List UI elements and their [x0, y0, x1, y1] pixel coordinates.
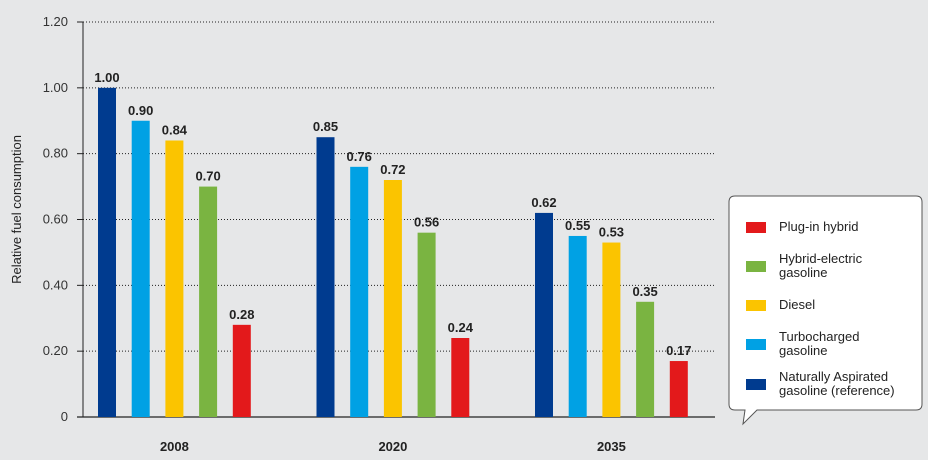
data-label: 0.72 [380, 162, 405, 177]
data-label: 0.84 [162, 123, 188, 138]
bar [232, 324, 251, 417]
bar [98, 87, 116, 417]
bar [451, 338, 470, 417]
y-tick-label: 0.20 [43, 343, 68, 358]
data-label: 0.56 [414, 215, 439, 230]
legend: Plug-in hybrid Hybrid-electric gasoline Die… [728, 195, 923, 426]
y-tick-labels: 0 0.20 0.40 0.60 0.80 1.00 1.20 [43, 14, 68, 424]
y-tick-label: 0 [61, 409, 68, 424]
category-label: 2035 [597, 439, 626, 454]
y-axis-label: Relative fuel consumption [9, 135, 24, 284]
bar [316, 137, 335, 418]
y-tick-label: 1.00 [43, 80, 68, 95]
data-label: 0.53 [599, 225, 624, 240]
data-label: 0.76 [347, 149, 372, 164]
category-label: 2008 [160, 439, 189, 454]
y-tick-label: 0.80 [43, 146, 68, 161]
category-label: 2020 [378, 439, 407, 454]
category-labels: 2008 2020 2035 [160, 439, 626, 454]
legend-label: Diesel [779, 297, 815, 312]
data-label: 1.00 [94, 70, 119, 85]
data-label: 0.70 [195, 169, 220, 184]
legend-swatch [746, 379, 766, 390]
legend-swatch [746, 339, 766, 350]
bar [535, 212, 553, 417]
bar [602, 242, 621, 417]
y-tick-label: 0.40 [43, 277, 68, 292]
data-labels: 1.00 0.90 0.84 0.70 0.28 0.85 0.76 0.72 0.56 0.24… [94, 70, 691, 358]
data-label: 0.28 [229, 307, 254, 322]
legend-label: Naturally Aspirated gasoline (reference) [779, 369, 895, 398]
legend-label: Hybrid-electric gasoline [779, 251, 863, 280]
legend-label: Turbocharged gasoline [779, 329, 859, 358]
y-tick-label: 1.20 [43, 14, 68, 29]
bar [568, 235, 587, 417]
data-label: 0.55 [565, 218, 590, 233]
data-label: 0.90 [128, 103, 153, 118]
bar [165, 140, 184, 417]
bar [417, 232, 436, 417]
legend-label: Plug-in hybrid [779, 219, 859, 234]
bar [636, 301, 655, 417]
data-label: 0.35 [632, 284, 657, 299]
legend-swatch [746, 261, 766, 272]
bar [383, 180, 402, 417]
bar [350, 166, 369, 417]
data-label: 0.62 [531, 195, 556, 210]
bar [131, 120, 150, 417]
bar [669, 361, 688, 417]
data-label: 0.17 [666, 343, 691, 358]
legend-box [728, 195, 923, 426]
bar [199, 186, 218, 417]
bars [98, 87, 688, 418]
legend-swatch [746, 300, 766, 311]
y-tick-label: 0.60 [43, 212, 68, 227]
legend-swatch [746, 222, 766, 233]
data-label: 0.24 [448, 320, 474, 335]
data-label: 0.85 [313, 119, 338, 134]
